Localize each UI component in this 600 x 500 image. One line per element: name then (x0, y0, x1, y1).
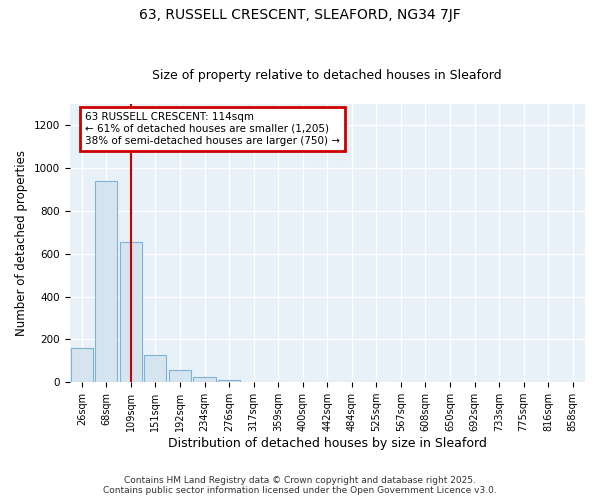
Bar (169, 370, 191, 382)
X-axis label: Distribution of detached houses by size in Sleaford: Distribution of detached houses by size … (168, 437, 487, 450)
Bar (218, 380, 240, 382)
Text: Contains HM Land Registry data © Crown copyright and database right 2025.
Contai: Contains HM Land Registry data © Crown c… (103, 476, 497, 495)
Bar (120, 242, 142, 382)
Text: 63 RUSSELL CRESCENT: 114sqm
← 61% of detached houses are smaller (1,205)
38% of : 63 RUSSELL CRESCENT: 114sqm ← 61% of det… (85, 112, 340, 146)
Text: 63, RUSSELL CRESCENT, SLEAFORD, NG34 7JF: 63, RUSSELL CRESCENT, SLEAFORD, NG34 7JF (139, 8, 461, 22)
Bar (95, 181, 118, 382)
Bar (145, 356, 166, 382)
Bar (71, 348, 93, 382)
Title: Size of property relative to detached houses in Sleaford: Size of property relative to detached ho… (152, 69, 502, 82)
Bar (193, 377, 215, 382)
Y-axis label: Number of detached properties: Number of detached properties (15, 150, 28, 336)
